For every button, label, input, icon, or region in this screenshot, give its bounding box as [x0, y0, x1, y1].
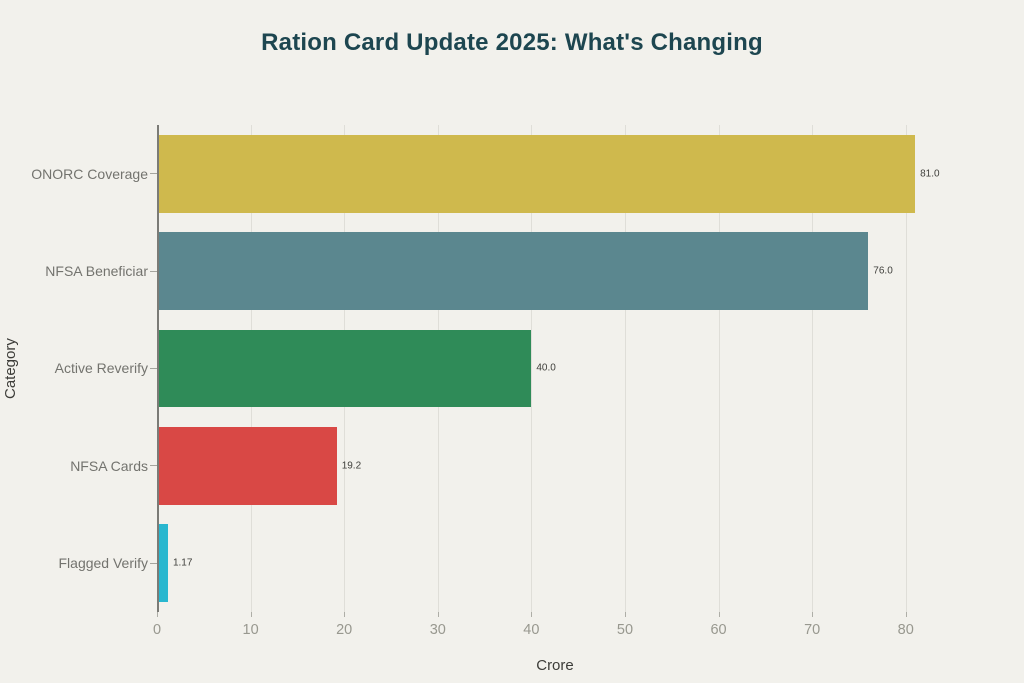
- y-tick-mark-active-reverify: [150, 368, 157, 369]
- x-tick-label: 10: [242, 622, 259, 638]
- gridline-60: [718, 125, 720, 612]
- gridline-40: [531, 125, 533, 612]
- bar-onorc-coverage: [157, 134, 916, 213]
- bar-row: 76.0: [157, 222, 953, 319]
- category-label-active-reverify: Active Reverify: [54, 360, 148, 377]
- x-tick-label: 20: [336, 622, 353, 638]
- bar-value-label: 1.17: [172, 557, 193, 569]
- x-tick-label: 40: [523, 622, 540, 638]
- y-tick-mark-nfsa-cards: [150, 465, 157, 467]
- x-tick-label: 80: [897, 622, 914, 638]
- bar-value-label: 76.0: [873, 265, 893, 277]
- x-tick-mark-80: [905, 612, 907, 617]
- category-label-nfsa-beneficiar: NFSA Beneficiar: [45, 263, 148, 280]
- gridline-80: [905, 125, 907, 612]
- x-tick-label: 60: [710, 622, 727, 638]
- x-tick-mark-0: [157, 612, 158, 617]
- x-tick-mark-40: [531, 612, 533, 617]
- bar-row: 40.0: [157, 320, 953, 417]
- x-tick-mark-30: [437, 612, 439, 617]
- x-tick-label: 30: [429, 622, 446, 638]
- x-tick-mark-60: [718, 612, 720, 617]
- y-axis-line: [157, 125, 159, 612]
- category-label-nfsa-cards: NFSA Cards: [70, 457, 148, 474]
- bar-row: 19.2: [157, 417, 953, 514]
- x-axis: 0 10 20 30 40 50 60 70 80: [153, 612, 953, 652]
- x-tick-mark-20: [344, 612, 346, 617]
- bar-active-reverify: [157, 329, 532, 408]
- plot-area: 81.0 76.0 40.0 19.2 1.17: [157, 125, 953, 612]
- gridline-50: [624, 125, 626, 612]
- bar-flagged-verify: [157, 524, 168, 603]
- bar-value-label: 40.0: [536, 362, 556, 374]
- x-tick-label: 50: [616, 622, 634, 638]
- bar-row: 1.17: [157, 515, 953, 612]
- bar-nfsa-beneficiar: [157, 232, 869, 311]
- y-tick-mark-onorc-coverage: [150, 173, 157, 175]
- x-axis-title: Crore: [536, 657, 574, 674]
- category-label-flagged-verify: Flagged Verify: [58, 555, 149, 572]
- x-tick-label: 0: [152, 622, 162, 638]
- y-axis-category-labels: ONORC Coverage NFSA Beneficiar Active Reve…: [0, 125, 157, 612]
- bar-value-label: 81.0: [920, 168, 940, 180]
- bar-nfsa-cards: [157, 426, 337, 505]
- gridline-70: [812, 125, 814, 612]
- x-tick-label: 70: [804, 622, 821, 638]
- x-tick-mark-10: [250, 612, 252, 617]
- x-tick-mark-50: [624, 612, 626, 617]
- bar-row: 81.0: [157, 125, 953, 222]
- bar-value-label: 19.2: [341, 460, 362, 472]
- y-tick-mark-flagged-verify: [150, 562, 157, 564]
- chart-title: Ration Card Update 2025: What's Changing: [261, 29, 763, 56]
- category-label-onorc-coverage: ONORC Coverage: [31, 165, 148, 182]
- x-tick-mark-70: [812, 612, 814, 617]
- y-tick-mark-nfsa-beneficiar: [150, 270, 157, 272]
